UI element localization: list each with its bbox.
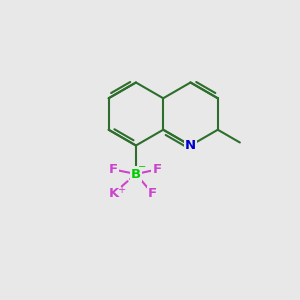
Text: +: + xyxy=(118,185,126,195)
Text: N: N xyxy=(185,139,196,152)
Text: K: K xyxy=(108,187,118,200)
Text: F: F xyxy=(148,187,157,200)
Text: −: − xyxy=(138,162,147,172)
Text: F: F xyxy=(152,163,161,176)
Text: F: F xyxy=(109,163,118,176)
Text: B: B xyxy=(131,167,141,181)
